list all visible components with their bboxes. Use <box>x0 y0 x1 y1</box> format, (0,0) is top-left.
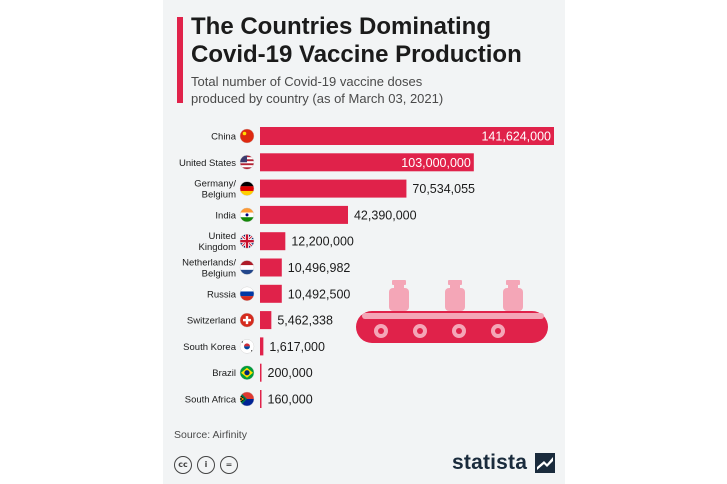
chart-title: The Countries Dominating Covid-19 Vaccine… <box>191 13 561 69</box>
conveyor-wheel-hub <box>456 328 462 334</box>
bar <box>260 363 262 382</box>
bar <box>260 232 286 251</box>
south-africa-flag-icon <box>240 392 254 406</box>
category-label: Netherlands/Belgium <box>182 258 236 280</box>
bar-row: South Africa 160,000 <box>185 390 313 408</box>
bar-row: United States 103,000,000 <box>179 153 474 172</box>
category-label: Germany/Belgium <box>194 179 236 201</box>
category-label-line: China <box>211 132 237 143</box>
bar-row: Switzerland 5,462,338 <box>187 311 333 330</box>
category-label-line: Belgium <box>202 190 236 201</box>
category-label-line: United <box>209 231 236 242</box>
conveyor-wheel-hub <box>495 328 501 334</box>
germany-belgium-flag-icon <box>240 181 254 196</box>
bar-row: Germany/Belgium 70,534,055 <box>194 179 475 201</box>
value-label: 10,492,500 <box>288 287 351 301</box>
statista-logo-text: statista <box>452 451 528 474</box>
bar-row: China 141,624,000 <box>211 127 554 145</box>
subtitle-line-1: Total number of Covid-19 vaccine doses <box>191 74 423 89</box>
conveyor-wheel-hub <box>378 328 384 334</box>
value-label: 5,462,338 <box>277 314 333 328</box>
category-label: Switzerland <box>187 316 236 327</box>
bar-row: Brazil 200,000 <box>212 363 313 382</box>
category-label: China <box>211 132 237 143</box>
south-korea-flag-icon <box>240 339 254 354</box>
value-label: 200,000 <box>268 366 313 380</box>
brazil-flag-icon <box>240 365 254 380</box>
nd-icon[interactable]: = <box>220 456 238 474</box>
category-label: United Kingdom <box>199 231 237 253</box>
bar <box>260 337 264 356</box>
bar <box>260 284 282 303</box>
category-label-line: Russia <box>207 289 237 300</box>
statista-logo-icon <box>535 453 555 473</box>
category-label: South Korea <box>183 342 237 353</box>
usa-flag-icon <box>240 155 254 170</box>
infographic-card <box>163 0 565 484</box>
value-label: 70,534,055 <box>412 182 475 196</box>
value-label: 1,617,000 <box>269 340 325 354</box>
bar <box>260 258 282 277</box>
chart-subtitle: Total number of Covid-19 vaccine doses pr… <box>191 73 561 107</box>
category-label-line: Germany/ <box>194 179 236 190</box>
category-label-line: India <box>215 210 236 221</box>
vaccine-vial-icon <box>503 280 523 311</box>
china-flag-icon <box>240 129 254 143</box>
bar <box>260 390 262 408</box>
switzerland-flag-icon <box>240 313 254 328</box>
conveyor-belt-top <box>362 313 544 319</box>
subtitle-line-2: produced by country (as of March 03, 202… <box>191 91 444 106</box>
category-label-line: United States <box>179 158 236 169</box>
vaccine-vial-icon <box>445 280 465 311</box>
bar <box>260 179 407 198</box>
bar-row: South Korea 1,617,000 <box>183 337 325 356</box>
vaccine-conveyor-illustration <box>356 280 548 343</box>
value-label: 42,390,000 <box>354 208 417 222</box>
category-label-line: South Korea <box>183 342 237 353</box>
bar-row: India 42,390,000 <box>215 205 417 224</box>
netherlands-belgium-flag-icon <box>240 260 254 275</box>
bar-row: Russia 10,492,500 <box>207 284 351 303</box>
bar <box>260 205 348 224</box>
value-label: 141,624,000 <box>481 130 551 144</box>
category-label: India <box>215 210 236 221</box>
category-label-line: Brazil <box>212 368 236 379</box>
category-label-line: Kingdom <box>199 242 237 253</box>
bar-row: United Kingdom 12,200,000 <box>199 231 354 253</box>
bar-row: Netherlands/Belgium 10,496,982 <box>182 258 350 280</box>
india-flag-icon <box>240 207 254 222</box>
category-label-line: South Africa <box>185 395 237 406</box>
title-accent-bar <box>177 17 183 103</box>
category-label: United States <box>179 158 236 169</box>
russia-flag-icon <box>240 286 254 301</box>
license-icons: cc i = <box>174 454 243 474</box>
conveyor-wheel-hub <box>417 328 423 334</box>
category-label: Russia <box>207 289 237 300</box>
value-label: 12,200,000 <box>291 235 354 249</box>
source-note: Source: Airfinity <box>174 429 247 441</box>
bar <box>260 153 474 172</box>
bar <box>260 127 554 145</box>
vaccine-vial-icon <box>389 280 409 311</box>
bar <box>260 311 272 330</box>
value-label: 10,496,982 <box>288 261 351 275</box>
by-icon[interactable]: i <box>197 456 215 474</box>
uk-flag-icon <box>240 234 254 249</box>
category-label-line: Belgium <box>202 269 236 280</box>
title-line-1: The Countries Dominating <box>191 13 491 40</box>
title-line-2: Covid-19 Vaccine Production <box>191 41 522 68</box>
value-label: 160,000 <box>268 393 313 407</box>
category-label: Brazil <box>212 368 236 379</box>
value-label: 103,000,000 <box>401 156 471 170</box>
category-label: South Africa <box>185 395 237 406</box>
cc-icon[interactable]: cc <box>174 456 192 474</box>
category-label-line: Switzerland <box>187 316 236 327</box>
category-label-line: Netherlands/ <box>182 258 236 269</box>
